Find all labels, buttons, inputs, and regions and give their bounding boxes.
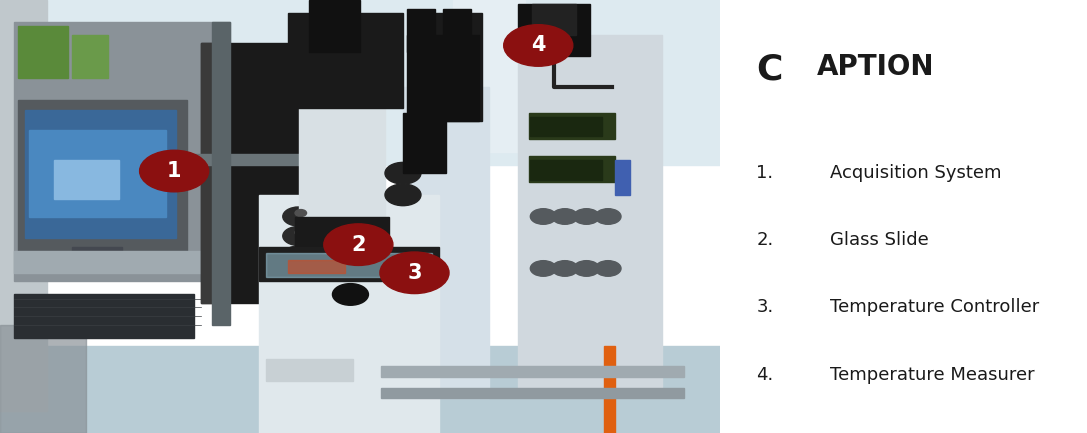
Circle shape [595, 209, 621, 224]
Bar [14, 294, 195, 338]
Text: 3.: 3. [757, 298, 774, 317]
Bar [403, 113, 446, 173]
Text: APTION: APTION [817, 53, 935, 81]
Bar [530, 160, 602, 180]
Bar [212, 22, 230, 325]
Bar [295, 216, 388, 251]
Text: 2.: 2. [757, 231, 774, 249]
Bar [382, 366, 684, 377]
Text: 2: 2 [351, 235, 365, 255]
Bar [382, 388, 684, 398]
Circle shape [295, 249, 307, 255]
Bar [310, 0, 360, 52]
Text: 4.: 4. [757, 365, 774, 384]
Circle shape [295, 210, 307, 216]
Bar [266, 359, 352, 381]
Bar [259, 195, 439, 433]
Bar [14, 22, 230, 281]
Text: C: C [757, 52, 783, 87]
Bar [410, 13, 483, 121]
Bar [407, 9, 436, 52]
Bar [529, 113, 615, 139]
Bar [201, 43, 223, 303]
Bar [0, 0, 47, 411]
Bar [187, 154, 346, 165]
Text: Temperature Measurer: Temperature Measurer [829, 365, 1035, 384]
Bar [72, 35, 108, 78]
Circle shape [595, 261, 621, 276]
Bar [615, 160, 629, 195]
Bar [299, 22, 385, 238]
Circle shape [574, 209, 599, 224]
Bar [518, 4, 590, 56]
Bar [259, 247, 439, 281]
Bar [453, 0, 525, 152]
Text: Acquisition System: Acquisition System [829, 164, 1001, 182]
Bar [518, 35, 662, 390]
Bar [25, 110, 176, 238]
Bar [604, 346, 615, 433]
Bar [54, 160, 118, 199]
Text: 4: 4 [532, 36, 546, 55]
Text: 1.: 1. [757, 164, 774, 182]
Bar [403, 87, 489, 398]
Circle shape [283, 246, 314, 265]
Bar [0, 325, 86, 433]
Bar [201, 43, 332, 303]
Circle shape [380, 252, 449, 294]
Bar [442, 9, 472, 52]
Circle shape [530, 209, 557, 224]
Text: Temperature Controller: Temperature Controller [829, 298, 1039, 317]
Bar [0, 346, 720, 433]
Text: 1: 1 [167, 161, 182, 181]
Bar [18, 26, 68, 78]
Circle shape [324, 224, 392, 265]
Circle shape [552, 209, 578, 224]
Bar [0, 0, 720, 165]
Circle shape [283, 226, 314, 246]
Circle shape [503, 25, 573, 66]
Bar [530, 117, 602, 136]
Text: Glass Slide: Glass Slide [829, 231, 928, 249]
Circle shape [139, 150, 209, 192]
Bar [18, 100, 187, 251]
Circle shape [574, 261, 599, 276]
Bar [407, 35, 478, 121]
Text: 3: 3 [408, 263, 422, 283]
Circle shape [333, 284, 368, 305]
Bar [28, 130, 165, 216]
Bar [266, 253, 432, 277]
Bar [288, 13, 403, 108]
Bar [72, 247, 123, 268]
Bar [533, 4, 576, 35]
Circle shape [385, 184, 421, 206]
Circle shape [530, 261, 557, 276]
Circle shape [552, 261, 578, 276]
Bar [288, 260, 346, 273]
Bar [14, 251, 216, 273]
Circle shape [295, 229, 307, 236]
Bar [529, 156, 615, 182]
Circle shape [385, 162, 421, 184]
Circle shape [283, 207, 314, 226]
